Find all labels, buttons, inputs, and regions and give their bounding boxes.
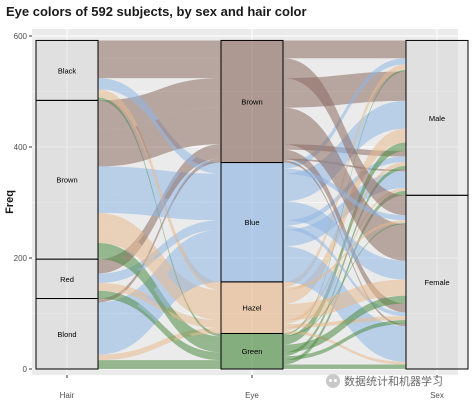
stratum-label-eye-hazel: Hazel	[242, 304, 262, 313]
stratum-label-hair-red: Red	[60, 275, 74, 284]
flow-blond-hazel-male-hair	[98, 327, 221, 358]
stratum-label-sex-female: Female	[424, 278, 449, 287]
watermark-text: 数据统计和机器学习	[344, 375, 443, 388]
stratum-hair-black	[35, 39, 99, 101]
stratum-label-eye-blue: Blue	[244, 218, 259, 227]
stratum-label-sex-male: Male	[429, 114, 445, 123]
stratum-sex-female	[405, 194, 469, 370]
flow-brown-green-female-eye	[283, 295, 406, 353]
flow-brown-blue-female-eye	[283, 201, 406, 280]
y-tick-label-600: 600	[14, 32, 28, 41]
flow-black-hazel-male-hair	[98, 89, 221, 288]
flows	[98, 40, 406, 369]
flow-brown-green-female-hair	[98, 251, 221, 353]
flow-red-green-male-eye	[283, 165, 406, 357]
flow-red-blue-male-hair	[98, 220, 221, 280]
flow-black-brown-female-hair	[98, 58, 221, 79]
flow-blond-hazel-female-eye	[283, 330, 406, 365]
flow-red-hazel-female-hair	[98, 286, 221, 328]
flow-brown-hazel-male-hair	[98, 213, 221, 305]
flow-brown-hazel-male-eye	[283, 128, 406, 305]
y-axis-label: Freq	[4, 190, 16, 214]
flow-black-blue-female-eye	[283, 168, 406, 221]
flow-blond-hazel-female-hair	[98, 330, 221, 361]
watermark: 数据统计和机器学习	[326, 373, 443, 389]
flow-black-blue-male-eye	[283, 58, 406, 169]
flow-black-brown-male-eye	[283, 40, 406, 59]
flow-black-blue-female-hair	[98, 84, 221, 174]
flow-brown-blue-female-hair	[98, 194, 221, 221]
flow-black-green-female-hair	[98, 99, 221, 337]
flow-blond-green-male-eye	[283, 190, 406, 365]
flow-brown-hazel-female-eye	[283, 279, 406, 321]
flow-brown-brown-female-eye	[283, 107, 406, 261]
stratum-eye-hazel	[220, 281, 284, 334]
stratum-label-hair-blond: Blond	[57, 330, 76, 339]
strata: Blond Red Brown Black Green Hazel Blue Brown Fem…	[35, 39, 469, 370]
axes: 0 200 400 600 Hair Eye Sex	[14, 32, 444, 400]
flow-brown-hazel-female-hair	[98, 226, 221, 321]
flow-red-blue-female-hair	[98, 225, 221, 283]
flow-black-hazel-female-hair	[98, 94, 221, 291]
stratum-label-eye-green: Green	[242, 347, 263, 356]
stratum-label-eye-brown: Brown	[241, 97, 262, 106]
stratum-label-hair-black: Black	[58, 66, 77, 75]
flow-blond-green-male-hair	[98, 360, 221, 365]
wechat-icon	[326, 374, 340, 388]
flow-blond-brown-male-hair	[98, 158, 221, 301]
y-tick-label-200: 200	[14, 254, 28, 263]
chart-title: Eye colors of 592 subjects, by sex and h…	[6, 4, 307, 19]
stratum-eye-green	[220, 332, 284, 370]
flow-blond-green-female-eye	[283, 364, 406, 369]
stratum-label-hair-brown: Brown	[56, 176, 77, 185]
flow-black-green-female-eye	[283, 223, 406, 337]
x-tick-label-hair: Hair	[60, 391, 75, 400]
y-tick-label-400: 400	[14, 143, 28, 152]
stratum-eye-blue	[220, 162, 284, 283]
flow-red-green-female-eye	[283, 320, 406, 361]
flow-blond-green-female-hair	[98, 364, 221, 369]
x-tick-label-sex: Sex	[430, 391, 444, 400]
flow-black-brown-female-eye	[283, 58, 406, 216]
x-tick-label-eye: Eye	[245, 391, 259, 400]
flow-brown-brown-female-hair	[98, 107, 221, 167]
flow-blond-brown-male-eye	[283, 158, 406, 172]
stratum-sex-male	[405, 39, 469, 196]
stratum-eye-brown	[220, 39, 284, 164]
stratum-hair-blond	[35, 298, 99, 370]
stratum-hair-red	[35, 258, 99, 300]
flow-black-hazel-female-eye	[283, 220, 406, 291]
flow-red-green-female-hair	[98, 294, 221, 361]
flow-red-green-male-hair	[98, 290, 221, 357]
flow-black-brown-male-hair	[98, 40, 221, 59]
y-tick-label-0: 0	[23, 365, 28, 374]
flow-red-blue-female-eye	[283, 225, 406, 317]
flow-blond-brown-female-hair	[98, 160, 221, 303]
